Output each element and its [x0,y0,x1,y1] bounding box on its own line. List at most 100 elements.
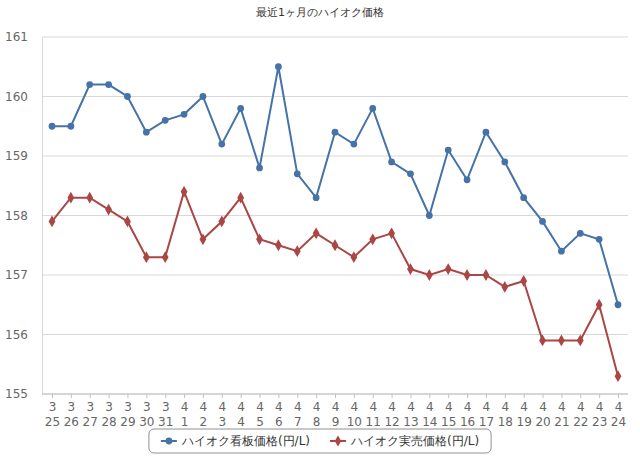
marker [426,269,433,281]
marker [313,227,320,239]
marker [49,216,56,228]
marker [577,230,584,237]
plot-area [49,63,622,382]
x-tick-mark [561,394,562,398]
marker [218,141,225,148]
x-tick-label: 410 [347,400,362,429]
x-tick-mark [297,394,298,398]
marker [558,335,565,347]
x-tick-label: 417 [479,400,494,429]
marker [275,63,282,70]
series-line [52,192,618,376]
marker [596,299,603,311]
x-tick-mark [241,394,242,398]
grid [42,37,628,394]
x-tick: 41 [181,394,189,429]
marker [464,176,471,183]
markers [49,63,622,308]
x-tick-mark [599,394,600,398]
x-tick: 45 [256,394,264,429]
x-tick-label: 331 [158,400,173,429]
x-tick: 44 [237,394,245,429]
marker [181,186,188,198]
x-tick-label: 43 [218,400,226,429]
legend-marker [166,438,173,445]
marker [256,233,263,245]
y-tick-label: 161 [5,30,28,44]
marker [369,105,376,112]
marker [445,147,452,154]
series-line [52,67,618,305]
y-axis: 155156157158159160161 [5,30,42,401]
y-tick-label: 156 [5,328,28,342]
x-tick: 328 [101,394,116,429]
x-tick-mark [165,394,166,398]
marker [539,218,546,225]
legend-item: ハイオク実売価格(円/L) [330,434,479,448]
x-tick: 47 [294,394,302,429]
x-tick: 412 [384,394,399,429]
x-tick-label: 46 [275,400,283,429]
y-tick-label: 160 [5,90,28,104]
x-tick: 421 [554,394,569,429]
marker [407,263,414,275]
marker [615,370,622,382]
marker [143,251,150,263]
marker [388,227,395,239]
marker [596,236,603,243]
x-tick-mark [505,394,506,398]
y-tick: 160 [5,90,42,104]
legend: ハイオク看板価格(円/L)ハイオク実売価格(円/L) [149,429,491,453]
x-tick: 329 [120,394,135,429]
marker [520,194,527,201]
x-tick-mark [222,394,223,398]
x-tick-mark [392,394,393,398]
x-tick-label: 326 [64,400,79,429]
x-tick-mark [486,394,487,398]
x-tick-label: 41 [181,400,189,429]
marker [200,93,207,100]
x-tick-label: 413 [403,400,418,429]
marker [124,216,131,228]
marker [483,269,490,281]
marker [162,251,169,263]
marker [105,81,112,88]
x-tick-mark [467,394,468,398]
marker [67,123,74,130]
legend-box [149,429,491,453]
marker [539,335,546,347]
y-tick-label: 158 [5,209,28,223]
marker [407,170,414,177]
x-tick: 418 [498,394,513,429]
x-tick: 422 [573,394,588,429]
marker [332,239,339,251]
chart: 最近1ヶ月のハイオク価格1551561571581591601613253263… [0,0,640,466]
x-tick-mark [52,394,53,398]
x-tick: 331 [158,394,173,429]
x-tick-label: 327 [83,400,98,429]
x-tick-mark [109,394,110,398]
x-tick-label: 42 [200,400,208,429]
x-tick-label: 325 [45,400,60,429]
y-tick: 155 [5,387,42,401]
x-tick-mark [354,394,355,398]
marker [520,275,527,287]
x-tick-mark [127,394,128,398]
x-tick: 326 [64,394,79,429]
x-tick-mark [580,394,581,398]
x-tick: 330 [139,394,154,429]
marker [162,117,169,124]
marker [369,233,376,245]
marker [615,301,622,308]
marker [501,281,508,293]
x-tick: 410 [347,394,362,429]
x-tick-label: 424 [611,400,626,429]
x-tick-mark [146,394,147,398]
x-tick-label: 330 [139,400,154,429]
marker [67,192,74,204]
x-tick-label: 411 [366,400,381,429]
x-tick-label: 45 [256,400,264,429]
y-axis-line [42,38,43,395]
marker [124,93,131,100]
marker [105,204,112,216]
